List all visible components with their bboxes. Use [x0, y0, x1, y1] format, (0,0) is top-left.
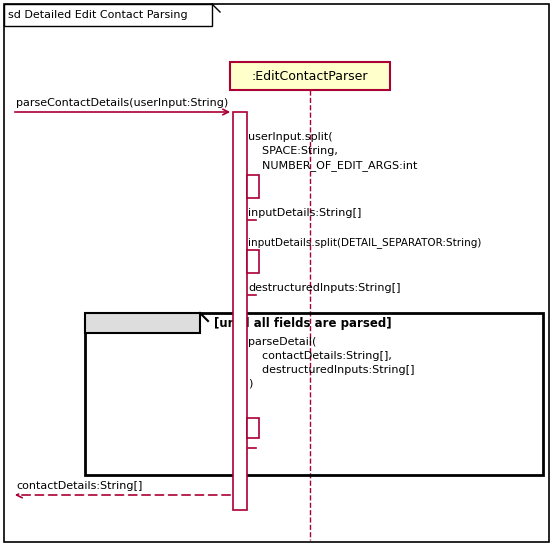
Text: parseContactDetails(userInput:String): parseContactDetails(userInput:String) [16, 98, 228, 108]
Bar [230, 62, 390, 90]
Bar [85, 313, 543, 475]
Bar [85, 313, 200, 333]
Text: userInput.split(
    SPACE:String,
    NUMBER_OF_EDIT_ARGS:int
): userInput.split( SPACE:String, NUMBER_OF… [248, 132, 418, 185]
Text: parseDetail(
    contactDetails:String[],
    destructuredInputs:String[]
): parseDetail( contactDetails:String[], de… [248, 337, 415, 389]
Bar [247, 418, 259, 438]
Text: contactDetails:String[]: contactDetails:String[] [16, 481, 142, 491]
Text: [until all fields are parsed]: [until all fields are parsed] [214, 317, 392, 329]
Bar [4, 4, 212, 26]
Text: sd Detailed Edit Contact Parsing: sd Detailed Edit Contact Parsing [8, 10, 187, 20]
Text: destructuredInputs:String[]: destructuredInputs:String[] [248, 283, 400, 293]
Text: loop: loop [128, 317, 158, 329]
Text: inputDetails:String[]: inputDetails:String[] [248, 208, 361, 218]
Bar [247, 250, 259, 273]
Bar [233, 112, 247, 510]
Text: inputDetails.split(DETAIL_SEPARATOR:String): inputDetails.split(DETAIL_SEPARATOR:Stri… [248, 237, 481, 248]
Bar [247, 175, 259, 198]
Text: :EditContactParser: :EditContactParser [252, 69, 368, 82]
